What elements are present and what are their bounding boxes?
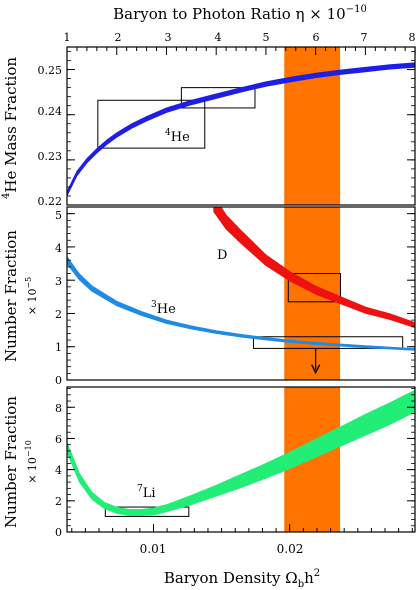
deuterium-helium3-y-axis-scale-base: × 10 [26, 289, 39, 316]
abundance-band-0-0 [67, 62, 415, 197]
lithium7-y-axis-scale: × 10−10 [24, 440, 39, 484]
lithium7-curve-label-mass-number: 7 [137, 484, 143, 494]
bottom-axis-title: Baryon Density Ωbh2 [164, 568, 320, 590]
helium4-curve-label-mass-number: 4 [165, 128, 171, 138]
upper-limit-arrow-head [311, 364, 321, 375]
y-tick-label: 0 [55, 526, 62, 539]
deuterium-curve-label: D [217, 248, 227, 263]
deuterium-helium3-axis-ticks [67, 206, 415, 381]
lithium7-curve-label-element: Li [143, 486, 156, 501]
y-tick-label: 2 [55, 308, 62, 321]
bottom-axis-title-subscript: b [298, 579, 304, 590]
bottom-axis-title-tail: h [304, 569, 314, 587]
helium3-curve-label: 3He [151, 300, 176, 317]
deuterium-helium3-y-axis-scale: × 10−5 [24, 277, 39, 316]
helium4-y-axis-title-mass-number: 4 [1, 193, 12, 199]
top-tick-label: 1 [64, 31, 71, 44]
top-tick-labels: 1 2 3 4 5 6 7 8 [64, 31, 416, 44]
top-tick-label: 5 [263, 31, 270, 44]
panel-helium4: 0.22 0.23 0.24 0.25 4He [38, 46, 416, 208]
lithium7-panel-frame [66, 386, 416, 533]
top-tick-label: 7 [361, 31, 368, 44]
top-tick-label: 8 [409, 31, 416, 44]
y-tick-label: 0.25 [38, 64, 63, 77]
helium3-curve-label-element: He [157, 302, 176, 317]
helium4-y-axis-title-text: He Mass Fraction [2, 57, 20, 193]
lithium7-y-axis-title: Number Fraction [2, 396, 20, 528]
deuterium-helium3-curves [67, 207, 415, 351]
top-axis-title-exponent: −10 [346, 4, 367, 15]
deuterium-helium3-y-axis-scale-exponent: −5 [24, 277, 33, 289]
y-tick-label: 0.24 [38, 105, 63, 118]
panel-lithium7: 0 2 4 6 8 7Li [55, 386, 416, 539]
y-tick-label: 2 [55, 495, 62, 508]
y-tick-label: 0.22 [38, 195, 63, 208]
y-tick-label: 6 [55, 433, 62, 446]
observation-box-1-1 [252, 336, 404, 349]
lithium7-y-tick-labels: 0 2 4 6 8 [55, 402, 62, 539]
y-tick-label: 0 [55, 374, 62, 387]
upper-limit-arrow [311, 348, 321, 375]
y-tick-label: 3 [55, 275, 62, 288]
abundance-band-1-0 [213, 207, 415, 328]
top-tick-label: 2 [115, 31, 122, 44]
top-axis-title: Baryon to Photon Ratio η × 10−10 [113, 4, 367, 23]
top-axis-title-text: Baryon to Photon Ratio η × 10 [113, 5, 346, 23]
helium3-curve-label-mass-number: 3 [151, 300, 157, 310]
helium4-curves [67, 62, 415, 197]
deuterium-helium3-observation-boxes [252, 273, 404, 349]
helium4-y-tick-labels: 0.22 0.23 0.24 0.25 [38, 64, 63, 208]
lithium7-curve-label: 7Li [137, 484, 156, 501]
observation-box-0-0 [97, 99, 206, 149]
panel-deuterium-helium3: 0 1 2 3 4 5 D 3He [55, 206, 416, 387]
y-tick-label: 0.23 [38, 150, 63, 163]
lithium7-observation-boxes [104, 506, 190, 517]
observation-box-0-1 [180, 87, 256, 109]
deuterium-helium3-y-tick-labels: 0 1 2 3 4 5 [55, 209, 62, 387]
observation-box-2-0 [104, 506, 190, 517]
bottom-axis-title-superscript: 2 [314, 568, 320, 579]
abundance-band-2-0 [67, 389, 415, 516]
deuterium-helium3-y-axis-title: Number Fraction [2, 230, 20, 362]
bottom-axis-title-text: Baryon Density Ω [164, 569, 298, 587]
bottom-tick-label: 0.02 [277, 542, 304, 556]
lithium7-y-axis-scale-base: × 10 [26, 457, 39, 484]
helium4-observation-boxes [97, 87, 256, 149]
observation-box-1-0 [287, 273, 342, 303]
y-tick-label: 4 [55, 464, 62, 477]
helium4-panel-frame [66, 46, 416, 206]
helium4-curve-label-element: He [171, 130, 190, 145]
helium4-curve-label: 4He [165, 128, 190, 145]
y-tick-label: 8 [55, 402, 62, 415]
y-tick-label: 5 [55, 209, 62, 222]
deuterium-helium3-panel-frame [66, 206, 416, 381]
y-tick-label: 1 [55, 341, 62, 354]
abundance-band-1-1 [67, 256, 415, 351]
lithium7-y-axis-scale-exponent: −10 [24, 440, 33, 457]
bottom-tick-label: 0.01 [140, 542, 167, 556]
top-tick-label: 6 [313, 31, 320, 44]
band-segment-0 [284, 47, 341, 205]
top-tick-label: 4 [215, 31, 222, 44]
top-tick-label: 3 [165, 31, 172, 44]
bottom-tick-labels: 0.01 0.02 [140, 542, 304, 556]
lithium7-curves [67, 389, 415, 516]
helium4-y-axis-title: 4He Mass Fraction [1, 57, 20, 199]
y-tick-label: 4 [55, 242, 62, 255]
